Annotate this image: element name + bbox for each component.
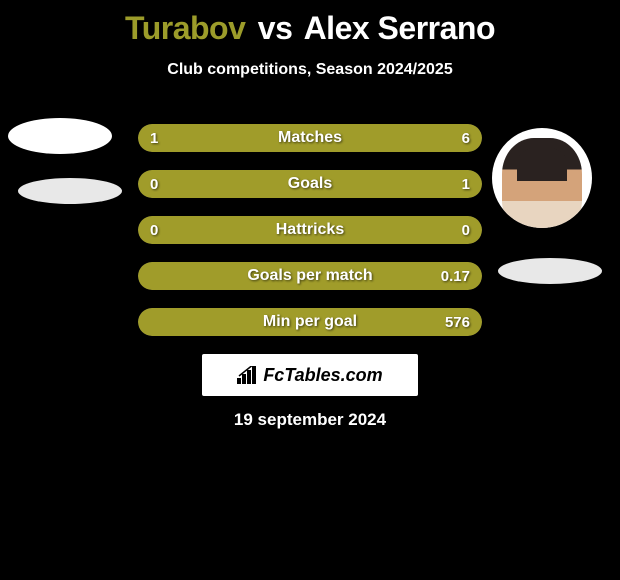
- vs-text: vs: [258, 10, 293, 46]
- player2-face: [502, 138, 582, 228]
- comparison-title: Turabov vs Alex Serrano: [0, 0, 620, 47]
- stat-value-right: 0.17: [441, 262, 470, 290]
- stat-row: 0Hattricks0: [138, 216, 482, 244]
- fctables-logo[interactable]: FcTables.com: [202, 354, 418, 396]
- player1-shadow: [18, 178, 122, 204]
- stat-label: Matches: [138, 124, 482, 152]
- stat-value-right: 6: [462, 124, 470, 152]
- stat-value-right: 1: [462, 170, 470, 198]
- stat-row: Min per goal576: [138, 308, 482, 336]
- stat-label: Goals per match: [138, 262, 482, 290]
- stat-row: 1Matches6: [138, 124, 482, 152]
- stat-value-right: 0: [462, 216, 470, 244]
- logo-text: FcTables.com: [263, 365, 382, 386]
- player1-name: Turabov: [125, 10, 245, 46]
- player2-shadow: [498, 258, 602, 284]
- stat-label: Min per goal: [138, 308, 482, 336]
- stat-label: Goals: [138, 170, 482, 198]
- player2-avatar: [492, 128, 592, 228]
- player2-name: Alex Serrano: [304, 10, 495, 46]
- subtitle: Club competitions, Season 2024/2025: [0, 61, 620, 79]
- stats-container: 1Matches60Goals10Hattricks0Goals per mat…: [138, 124, 482, 354]
- logo-content: FcTables.com: [237, 365, 382, 386]
- stat-row: Goals per match0.17: [138, 262, 482, 290]
- stat-value-right: 576: [445, 308, 470, 336]
- bars-icon: [237, 366, 259, 384]
- player1-avatar: [8, 118, 112, 154]
- stat-row: 0Goals1: [138, 170, 482, 198]
- stat-label: Hattricks: [138, 216, 482, 244]
- date-text: 19 september 2024: [0, 410, 620, 430]
